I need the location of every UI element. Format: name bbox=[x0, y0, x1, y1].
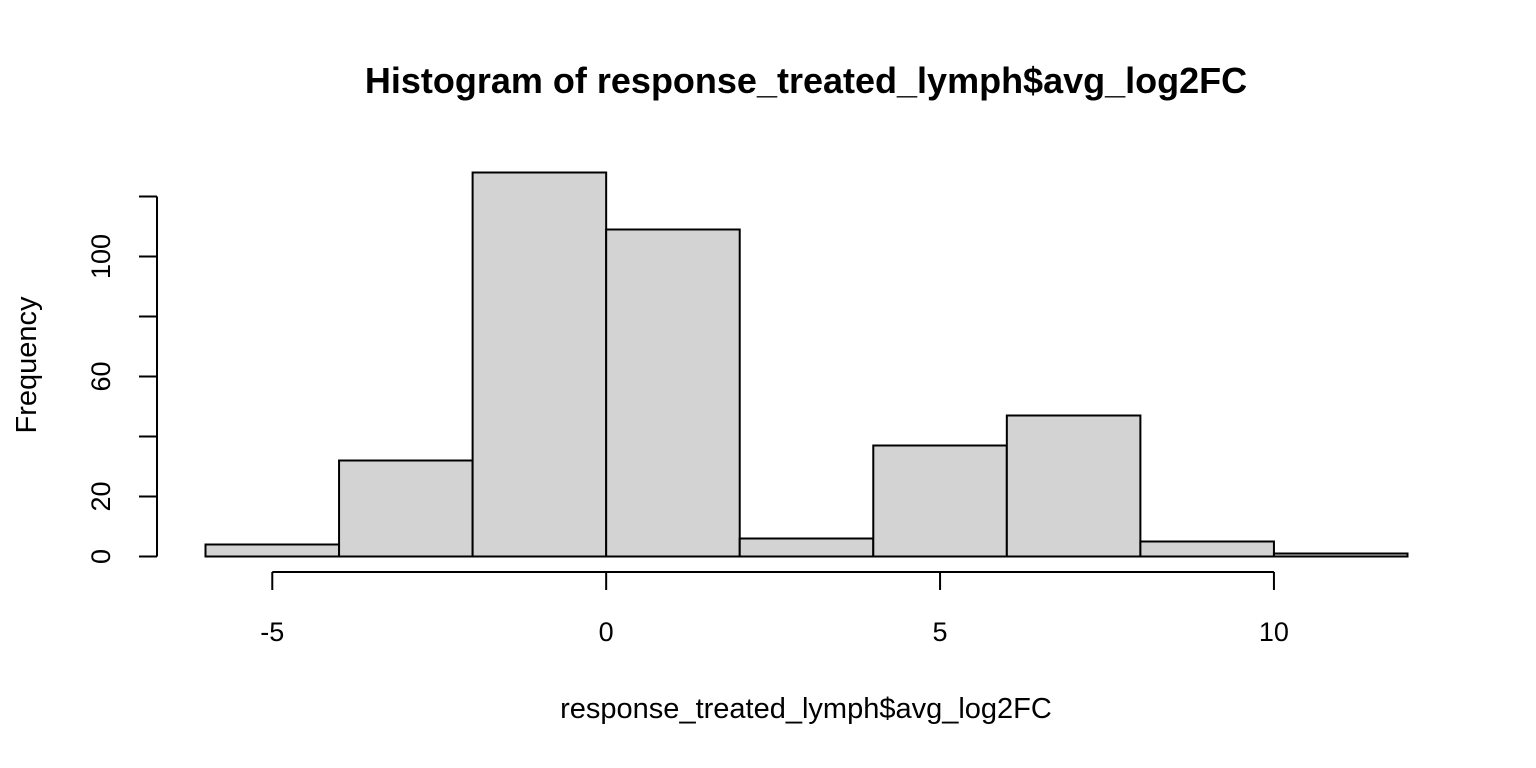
y-tick-label: 60 bbox=[86, 361, 116, 391]
histogram-bar bbox=[1005, 414, 1142, 558]
histogram-bar bbox=[338, 459, 474, 558]
x-tick-label: 10 bbox=[1259, 617, 1289, 647]
histogram-bar bbox=[872, 444, 1008, 558]
y-tick-label: 20 bbox=[86, 481, 116, 511]
chart-title: Histogram of response_treated_lymph$avg_… bbox=[365, 60, 1247, 101]
x-tick-label: -5 bbox=[260, 617, 284, 647]
histogram-bar bbox=[605, 228, 741, 558]
y-axis: 0 20 60 100 bbox=[86, 195, 158, 564]
x-axis: -5 0 5 10 bbox=[260, 571, 1289, 647]
x-tick-label: 5 bbox=[933, 617, 948, 647]
y-tick-label: 100 bbox=[86, 234, 116, 279]
histogram-bar bbox=[1139, 540, 1275, 558]
y-axis-label: Frequency bbox=[11, 296, 43, 434]
x-tick-label: 0 bbox=[599, 617, 614, 647]
y-tick-label: 0 bbox=[86, 549, 116, 564]
histogram-bar bbox=[738, 537, 875, 558]
histogram-bar bbox=[471, 171, 608, 558]
histogram-bar bbox=[204, 543, 341, 558]
histogram-bar bbox=[1272, 552, 1409, 558]
bars-layer bbox=[204, 171, 1409, 558]
x-axis-label: response_treated_lymph$avg_log2FC bbox=[560, 693, 1052, 725]
